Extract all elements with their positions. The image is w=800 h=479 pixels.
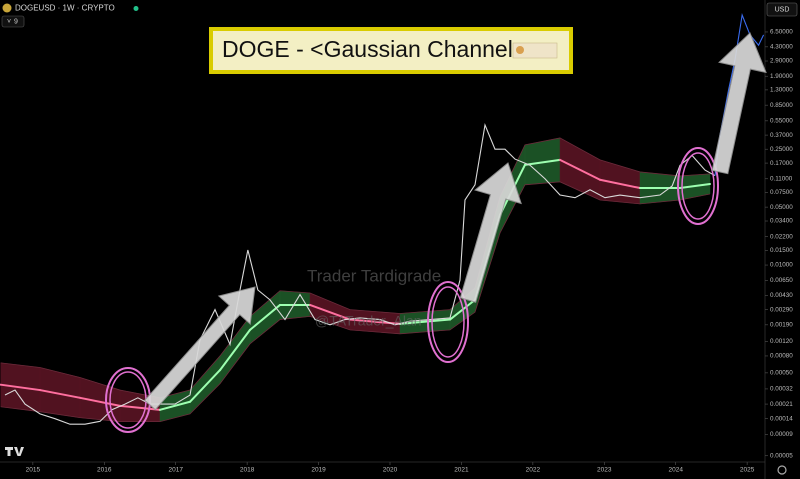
channel-midline [599, 178, 641, 190]
channel-midline [309, 303, 351, 321]
watermark: Trader Tardigrade [307, 266, 441, 285]
y-tick-label: 0.00650 [770, 277, 793, 284]
channel-midline [79, 396, 121, 407]
currency: USD [775, 6, 790, 13]
y-tick-label: 0.01500 [770, 247, 793, 254]
indicator-chevron: ˅ [7, 18, 11, 25]
logo-icon [516, 46, 524, 54]
watermark: @TATrader_Alan [315, 313, 422, 329]
x-tick-label: 2021 [454, 467, 469, 474]
x-tick-label: 2022 [526, 467, 541, 474]
y-tick-label: 0.00014 [770, 415, 793, 422]
y-tick-label: 0.00009 [770, 431, 793, 438]
y-tick-label: 4.30000 [770, 44, 793, 51]
symbol: DOGEUSD · 1W · CRYPTO [15, 4, 115, 13]
y-tick-label: 0.17000 [770, 160, 793, 167]
x-tick-label: 2024 [668, 467, 683, 474]
channel-midline [219, 328, 251, 372]
symbol-icon [2, 3, 12, 13]
y-tick-label: 6.50000 [770, 29, 793, 36]
y-tick-label: 0.00050 [770, 370, 793, 377]
y-tick-label: 0.55000 [770, 118, 793, 125]
x-tick-label: 2016 [97, 467, 112, 474]
channel-midline [159, 400, 191, 411]
annotations-layer [105, 32, 767, 433]
highlight-circle [677, 147, 719, 225]
y-tick-label: 0.00430 [770, 292, 793, 299]
channel-midline [0, 383, 41, 392]
settings-icon[interactable] [777, 465, 787, 475]
x-tick-label: 2020 [383, 467, 398, 474]
y-tick-label: 0.05000 [770, 204, 793, 211]
channel-midline [559, 158, 601, 181]
channel-midline [524, 158, 561, 166]
y-tick-label: 1.90000 [770, 73, 793, 80]
channel-midline [249, 303, 281, 331]
x-tick-label: 2025 [740, 467, 755, 474]
channel-edge [0, 181, 711, 423]
arrow [144, 286, 256, 411]
y-tick-label: 1.30000 [770, 87, 793, 94]
channel-edge [0, 137, 711, 399]
channel-midline [189, 369, 221, 403]
x-tick-label: 2015 [26, 467, 41, 474]
y-tick-label: 0.11000 [770, 175, 793, 182]
y-tick-label: 0.00032 [770, 386, 793, 393]
y-tick-label: 0.00005 [770, 452, 793, 459]
x-tick-label: 2023 [597, 467, 612, 474]
highlight-circle [431, 286, 465, 358]
platform-logo [5, 447, 24, 456]
y-tick-label: 0.00290 [770, 306, 793, 313]
y-tick-label: 2.90000 [770, 58, 793, 65]
status-dot [133, 6, 139, 11]
chart-title: DOGE - <Gaussian Channel> [222, 36, 526, 62]
price-line [4, 123, 716, 425]
x-tick-label: 2018 [240, 467, 255, 474]
channel-midline [119, 404, 161, 411]
highlight-circle [681, 152, 715, 220]
y-tick-label: 0.00190 [770, 321, 793, 328]
y-tick-label: 0.01000 [770, 262, 793, 269]
channel-midline [39, 389, 81, 399]
title-box [209, 27, 573, 74]
y-tick-label: 0.00120 [770, 338, 793, 345]
y-tick-label: 0.00021 [770, 401, 793, 408]
currency-box[interactable] [766, 2, 798, 17]
indicator-toggle[interactable] [1, 15, 25, 28]
indicator-count: 9 [14, 18, 18, 25]
logo-badge [512, 42, 558, 59]
arrow [459, 162, 522, 303]
y-tick-label: 0.02200 [770, 233, 793, 240]
y-tick-label: 0.85000 [770, 102, 793, 109]
highlight-circle [427, 281, 469, 363]
y-tick-label: 0.37000 [770, 132, 793, 139]
y-tick-label: 0.03400 [770, 218, 793, 225]
channel-midline [399, 318, 451, 325]
y-tick-label: 0.25000 [770, 146, 793, 153]
arrow [711, 32, 767, 175]
x-tick-label: 2019 [311, 467, 326, 474]
y-tick-label: 0.07500 [770, 189, 793, 196]
x-tick-label: 2017 [168, 467, 183, 474]
y-tick-label: 0.00080 [770, 353, 793, 360]
channel-midline [679, 183, 711, 190]
